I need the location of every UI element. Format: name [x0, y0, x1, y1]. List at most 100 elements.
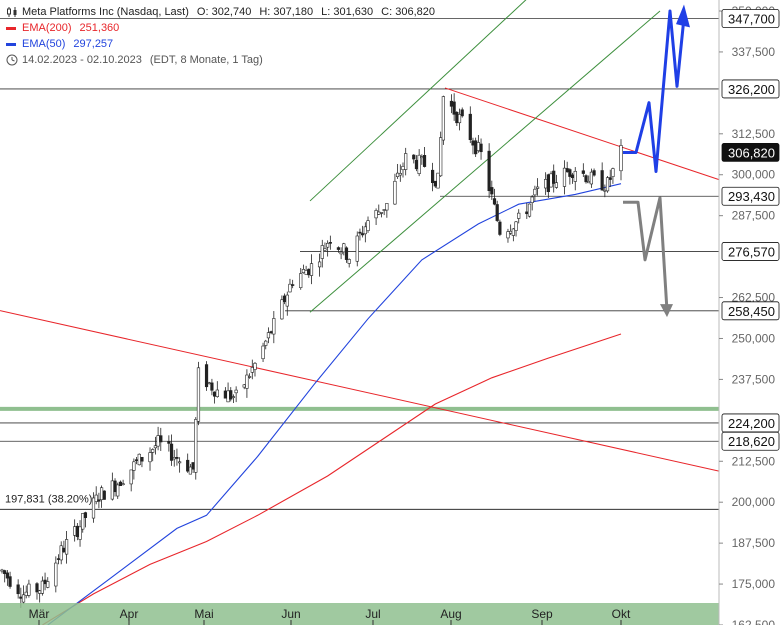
price-tag-box — [721, 186, 780, 206]
candle — [213, 391, 217, 404]
candle-body — [299, 273, 303, 288]
x-tick-label: Mär — [29, 607, 50, 621]
candle — [210, 378, 214, 396]
candle — [422, 147, 427, 168]
candle — [24, 585, 28, 599]
candle-body — [336, 247, 341, 250]
candle-body — [304, 270, 308, 275]
candle — [404, 147, 408, 176]
candle — [140, 456, 144, 468]
ema200-label: EMA(200) — [22, 22, 72, 34]
clock-icon — [6, 54, 18, 66]
bearish-scenario-arrow — [623, 196, 669, 311]
y-tick-label: 250,000 — [732, 331, 776, 345]
candle — [153, 436, 158, 455]
candle-body — [433, 180, 437, 187]
candle-body — [226, 390, 230, 403]
candle — [608, 169, 612, 188]
candle-body — [323, 248, 327, 251]
y-tick-label: 287,500 — [732, 209, 776, 223]
candle — [568, 168, 572, 185]
candle — [361, 225, 365, 238]
candle-body — [153, 445, 158, 449]
candle — [78, 520, 82, 547]
candle — [172, 449, 176, 467]
candle — [64, 531, 69, 564]
price-tag-label: 276,570 — [728, 244, 775, 259]
candle-body — [439, 137, 443, 177]
candle — [307, 268, 311, 278]
x-tick-label: Sep — [531, 607, 553, 621]
candle — [159, 427, 163, 451]
candle — [46, 577, 50, 589]
candle-body — [412, 154, 416, 160]
candle-body — [301, 269, 306, 274]
ohlc-close: C: 306,820 — [381, 6, 435, 18]
candle-body — [3, 570, 7, 575]
candle — [603, 184, 607, 198]
candle — [441, 95, 445, 145]
candle — [431, 162, 435, 192]
candle-body — [137, 453, 141, 466]
long-downtrend-line — [0, 310, 720, 472]
candle-body — [242, 384, 246, 388]
candle-body — [492, 198, 497, 205]
candle-body — [498, 221, 502, 235]
candle-body — [99, 487, 104, 501]
candle — [299, 267, 303, 290]
y-tick-label: 175,000 — [732, 577, 776, 591]
candle — [226, 382, 230, 403]
candle — [215, 381, 219, 398]
candle-body — [361, 233, 365, 236]
y-axis: 350,000337,500312,500300,000287,500262,5… — [718, 0, 776, 625]
candle-body — [132, 461, 136, 471]
candlesticks — [0, 93, 623, 608]
x-tick-label: Mai — [194, 607, 213, 621]
candle-body — [253, 362, 257, 370]
candle-body — [603, 189, 607, 192]
candle-body — [156, 435, 160, 447]
candle-body — [118, 481, 123, 486]
candle-body — [562, 167, 567, 187]
price-tag: 218,620 — [721, 431, 780, 451]
candle-body — [24, 591, 28, 596]
candle-body — [320, 245, 324, 259]
candle — [132, 458, 136, 480]
candle — [73, 519, 77, 542]
candle-body — [511, 228, 515, 236]
candle — [401, 162, 405, 178]
candle — [565, 161, 569, 173]
candle-body — [441, 96, 445, 141]
candle-body — [148, 452, 152, 463]
candle — [21, 585, 26, 604]
candle-body — [188, 466, 192, 475]
candle-body — [479, 143, 483, 153]
bearish-arrow-head — [660, 304, 673, 318]
range-info: (EDT, 8 Monate, 1 Tag) — [149, 54, 263, 66]
candle — [506, 228, 510, 243]
candle-body — [509, 230, 513, 234]
candle — [121, 479, 125, 486]
candle — [509, 224, 513, 235]
candle-body — [196, 367, 201, 422]
candle — [304, 265, 308, 275]
candle — [320, 239, 324, 268]
price-tags: 347,700 326,200 306,820 293,430 276,570 258,4… — [721, 9, 780, 451]
x-axis: Mär Apr Mai Jun Jul Aug Sep Okt — [0, 603, 719, 625]
candle — [439, 131, 443, 177]
candle-body — [21, 594, 26, 603]
candle-body — [134, 459, 139, 461]
price-tag-box — [721, 431, 780, 451]
candle — [498, 219, 502, 237]
ohlc-open: O: 302,740 — [196, 6, 252, 18]
candle-body — [269, 331, 273, 334]
candle-body — [62, 547, 66, 553]
candle — [288, 278, 292, 293]
candle-body — [229, 390, 233, 400]
candle-body — [471, 140, 475, 146]
candle — [358, 228, 362, 241]
candle — [94, 486, 98, 505]
scenario-arrows — [623, 4, 690, 318]
date-range: 14.02.2023 - 02.10.2023 — [22, 54, 142, 66]
x-tick-label: Okt — [612, 607, 631, 621]
